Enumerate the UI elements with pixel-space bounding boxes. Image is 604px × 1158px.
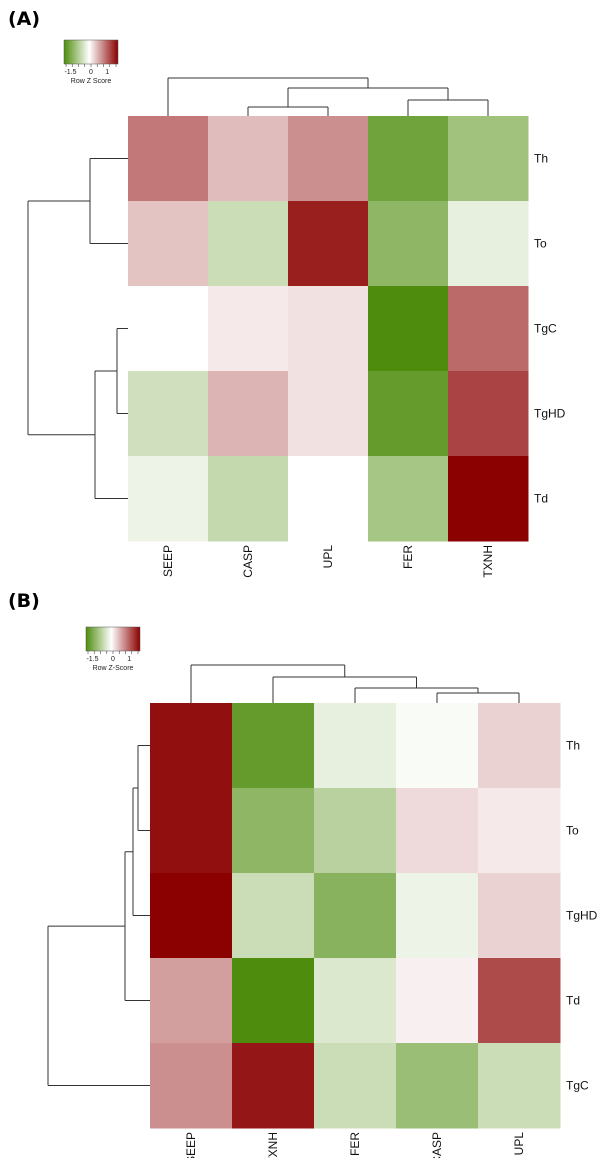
color-key-tick: -1.5: [86, 656, 98, 663]
color-key-tick: 0: [111, 656, 115, 663]
heatmap-cell: [128, 456, 209, 542]
color-key-title: Row Z Score: [71, 78, 112, 85]
heatmap-cell: [448, 456, 529, 542]
heatmap-cell: [150, 1043, 233, 1129]
heatmap-panel-b: Th To TgHD Td TgC SEEP TXNH FER CASP UPL -1.5 0 1 Row…: [85, 626, 598, 1158]
heatmap-cell: [368, 371, 449, 457]
heatmap-cell: [288, 201, 369, 287]
heatmap-cell: [128, 201, 209, 287]
heatmap-cell: [208, 116, 289, 202]
column-label: FER: [401, 545, 415, 569]
heatmap-cell: [128, 371, 209, 457]
color-key-tick: 0: [89, 69, 93, 76]
heatmap-cell: [232, 1043, 315, 1129]
heatmap-cell: [208, 371, 289, 457]
heatmap-cell: [478, 703, 561, 789]
heatmap-cell: [448, 286, 529, 372]
heatmap-cell: [396, 958, 479, 1044]
row-label: Th: [566, 739, 580, 753]
heatmap-cell: [288, 116, 369, 202]
row-label: TgC: [534, 322, 557, 336]
heatmap-cell: [208, 201, 289, 287]
heatmap-cell: [448, 201, 529, 287]
column-label: SEEP: [161, 545, 175, 577]
heatmap-cell: [368, 456, 449, 542]
heatmap-cell: [478, 958, 561, 1044]
heatmap-cell: [368, 286, 449, 372]
column-label: CASP: [241, 545, 255, 578]
heatmap-cell: [478, 1043, 561, 1129]
heatmap-cell: [396, 703, 479, 789]
column-label: UPL: [512, 1132, 526, 1156]
heatmap-cell: [128, 116, 209, 202]
row-label: Th: [534, 152, 548, 166]
color-key-bar: [85, 626, 141, 652]
color-key-tick: -1.5: [64, 69, 76, 76]
heatmap-cell: [448, 371, 529, 457]
column-label: CASP: [430, 1132, 444, 1158]
heatmap-cell: [396, 1043, 479, 1129]
heatmap-cell: [478, 788, 561, 874]
heatmap-cell: [288, 286, 369, 372]
column-label: FER: [348, 1132, 362, 1156]
panel-label-a: (A): [8, 8, 41, 30]
heatmap-cell: [288, 371, 369, 457]
color-key-tick: 1: [127, 656, 131, 663]
heatmap-cell: [368, 116, 449, 202]
heatmap-cell: [232, 788, 315, 874]
heatmap-cell: [314, 873, 397, 959]
heatmap-cell: [478, 873, 561, 959]
row-label: TgC: [566, 1079, 589, 1093]
panel-label-b: (B): [8, 590, 40, 612]
color-key-title: Row Z-Score: [93, 665, 134, 672]
heatmap-cell: [208, 286, 289, 372]
heatmap-cell: [232, 873, 315, 959]
heatmap-cell: [150, 788, 233, 874]
row-label: Td: [534, 492, 548, 506]
column-label: SEEP: [184, 1132, 198, 1158]
color-key-tick: 1: [105, 69, 109, 76]
row-label: To: [566, 824, 579, 838]
row-label: To: [534, 237, 547, 251]
heatmap-cell: [314, 1043, 397, 1129]
heatmap-cell: [368, 201, 449, 287]
heatmap-cell: [314, 958, 397, 1044]
row-label: Td: [566, 994, 580, 1008]
heatmap-cell: [150, 958, 233, 1044]
row-label: TgHD: [534, 407, 566, 421]
color-key-bar: [63, 39, 119, 65]
heatmap-panel-a: Th To TgC TgHD Td SEEP CASP UPL FER TXNH -1.5 0 1 Row…: [63, 39, 566, 578]
heatmap-cell: [232, 703, 315, 789]
heatmap-cell: [208, 456, 289, 542]
heatmap-cell: [232, 958, 315, 1044]
row-label: TgHD: [566, 909, 598, 923]
column-label: UPL: [321, 545, 335, 569]
heatmap-cell: [396, 873, 479, 959]
heatmap-cell: [396, 788, 479, 874]
heatmap-cell: [128, 286, 209, 372]
heatmap-cell: [288, 456, 369, 542]
heatmap-cell: [150, 873, 233, 959]
column-label: TXNH: [481, 545, 495, 578]
heatmap-cell: [448, 116, 529, 202]
column-label: TXNH: [266, 1132, 280, 1158]
heatmap-cell: [314, 703, 397, 789]
heatmap-cell: [150, 703, 233, 789]
heatmap-cell: [314, 788, 397, 874]
